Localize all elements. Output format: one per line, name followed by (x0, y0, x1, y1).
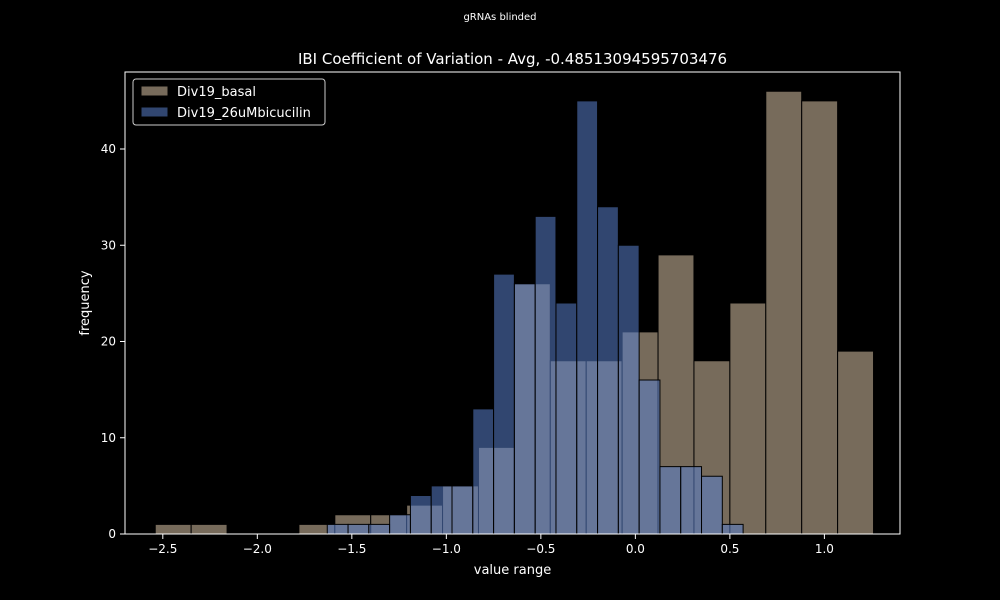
histogram-bar (680, 466, 703, 535)
histogram-bar (597, 206, 619, 535)
y-tick-label: 20 (101, 335, 116, 349)
histogram-bar (326, 523, 349, 535)
legend-swatch-basal (140, 85, 169, 97)
histogram-bar (801, 100, 839, 535)
x-tick-label: 0.5 (720, 542, 739, 556)
x-tick-label: −0.5 (526, 542, 555, 556)
x-tick-label: 1.0 (815, 542, 834, 556)
histogram-bar (472, 408, 495, 535)
histogram-bar (701, 475, 723, 535)
legend-swatch-bicucilin (140, 106, 169, 118)
x-tick-label: 0.0 (626, 542, 645, 556)
y-tick-label: 30 (101, 238, 116, 252)
legend-box (132, 78, 326, 126)
histogram-bar (659, 466, 682, 535)
histogram-bar (721, 523, 744, 535)
histogram-bar (190, 523, 228, 535)
histogram-bar (837, 350, 875, 535)
x-tick-label: −1.0 (432, 542, 461, 556)
histogram-bar (389, 514, 411, 535)
histogram-bar (451, 485, 474, 535)
histogram-bar (493, 273, 515, 535)
legend: Div19_basal Div19_26uMbicucilin (132, 78, 326, 126)
chart-title: IBI Coefficient of Variation - Avg, -0.4… (298, 50, 727, 68)
histogram-bar (729, 302, 767, 535)
x-tick-label: −2.5 (148, 542, 177, 556)
histogram-bar (638, 379, 661, 535)
series-bicucilin-bars (326, 100, 744, 535)
histogram-bar (534, 215, 557, 535)
histogram-bar (765, 90, 803, 535)
histogram-bar (409, 495, 432, 535)
legend-label-basal: Div19_basal (177, 85, 256, 100)
histogram-bar (617, 244, 640, 535)
histogram-bar (368, 523, 391, 535)
x-axis-label: value range (474, 563, 551, 578)
y-tick-label: 10 (101, 431, 116, 445)
histogram-bar (154, 523, 192, 535)
figure-suptitle: gRNAs blinded (463, 12, 536, 23)
y-axis: 0 10 20 30 40 (101, 142, 125, 541)
plot-frame (124, 71, 901, 535)
x-tick-label: −1.5 (337, 542, 366, 556)
x-tick-label: −2.0 (243, 542, 272, 556)
histogram-bar (576, 100, 599, 535)
histogram-bar (513, 283, 536, 535)
histogram-bar (555, 302, 578, 535)
x-axis: −2.5 −2.0 −1.5 −1.0 −0.5 0.0 0.5 1.0 (148, 534, 834, 556)
legend-label-bicucilin: Div19_26uMbicucilin (177, 106, 311, 121)
y-axis-label: frequency (78, 270, 93, 336)
y-tick-label: 0 (108, 527, 116, 541)
histogram-bar (347, 523, 370, 535)
histogram-bar (430, 485, 453, 535)
y-tick-label: 40 (101, 142, 116, 156)
